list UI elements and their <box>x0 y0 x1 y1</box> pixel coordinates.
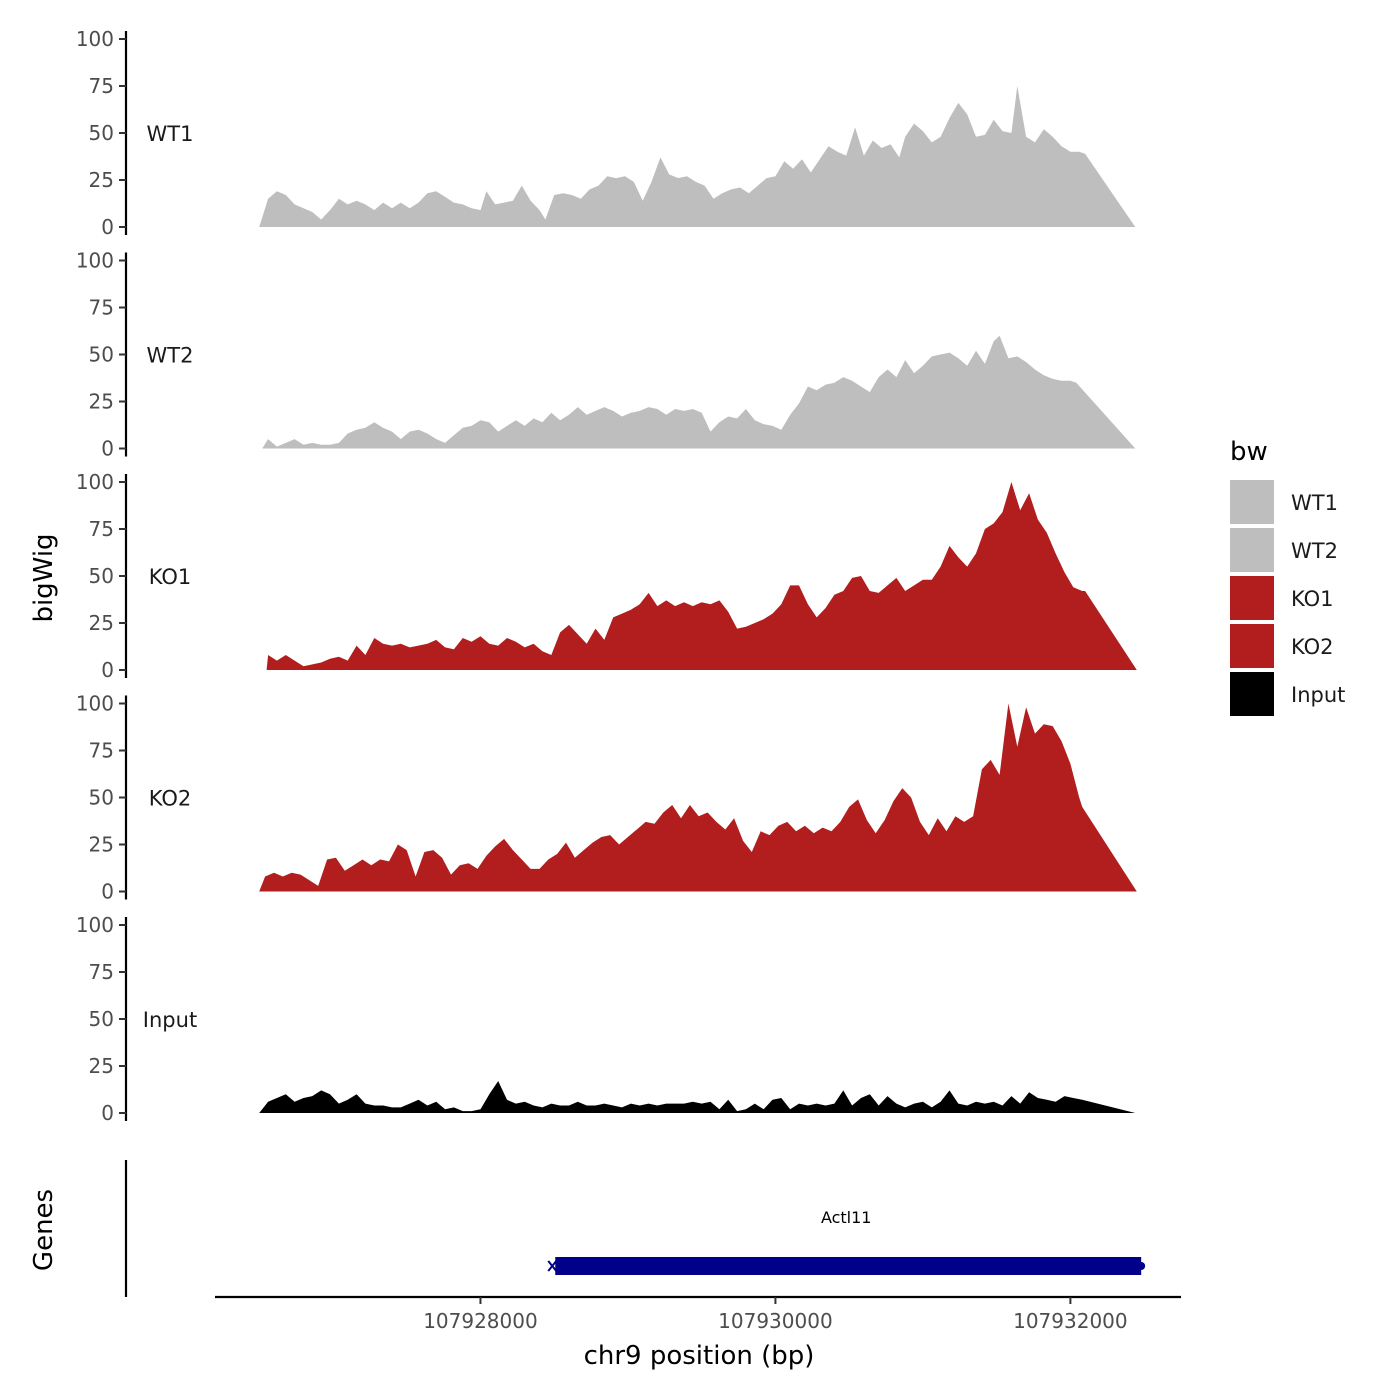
coverage-area-wt2 <box>262 335 1136 449</box>
y-tick-label: 0 <box>101 215 114 239</box>
track-label-ko1: KO1 <box>149 565 192 589</box>
gene-end-mark <box>1137 1262 1146 1270</box>
coverage-area-ko1 <box>266 482 1137 670</box>
y-tick-label: 75 <box>89 296 114 320</box>
y-tick-label: 100 <box>76 692 114 716</box>
y-tick-label: 100 <box>76 913 114 937</box>
track-panel-ko1: 0 25 50 75 100 KO1 <box>76 470 1137 682</box>
genes-layer: Actl11 <box>124 1160 1146 1297</box>
tracks-layer: 0255075100WT10255075100WT20255075100KO10… <box>76 27 1137 1125</box>
y-tick-label: 0 <box>101 658 114 682</box>
coverage-area-wt1 <box>259 86 1136 227</box>
y-tick-label: 25 <box>89 168 114 192</box>
gene-actl11: Actl11 <box>547 1208 1146 1275</box>
legend-label: KO2 <box>1291 635 1334 659</box>
legend: WT1 WT2 KO1 KO2 Input <box>1230 480 1345 716</box>
legend-swatch <box>1230 624 1274 668</box>
y-tick-label: 25 <box>89 390 114 414</box>
y-tick-label: 75 <box>89 517 114 541</box>
y-tick-label: 100 <box>76 249 114 273</box>
x-axis-title: chr9 position (bp) <box>584 1341 815 1371</box>
legend-swatch <box>1230 576 1274 620</box>
legend-item-input: Input <box>1230 672 1345 716</box>
y-tick-label: 75 <box>89 739 114 763</box>
y-tick-label: 50 <box>89 564 114 588</box>
legend-swatch <box>1230 672 1274 716</box>
legend-label: WT1 <box>1291 491 1338 515</box>
y-tick-label: 25 <box>89 611 114 635</box>
y-tick-label: 75 <box>89 74 114 98</box>
y-tick-label: 100 <box>76 470 114 494</box>
track-panel-wt2: 0 25 50 75 100 WT2 <box>76 249 1136 461</box>
legend-item-wt1: WT1 <box>1230 480 1338 524</box>
coverage-area-input <box>259 1081 1136 1113</box>
y-tick-label: 50 <box>89 121 114 145</box>
y-tick-label: 50 <box>89 1007 114 1031</box>
track-panel-ko2: 0 25 50 75 100 KO2 <box>76 692 1137 904</box>
legend-item-ko2: KO2 <box>1230 624 1334 668</box>
legend-label: Input <box>1291 683 1345 707</box>
track-panel-wt1: 0 25 50 75 100 WT1 <box>76 27 1136 239</box>
y-tick-label: 25 <box>89 1054 114 1078</box>
y-tick-label: 50 <box>89 343 114 367</box>
y-tick-label: 75 <box>89 960 114 984</box>
y-tick-label: 0 <box>101 1101 114 1125</box>
gene-start-mark <box>547 1260 558 1272</box>
legend-item-ko1: KO1 <box>1230 576 1334 620</box>
track-label-ko2: KO2 <box>149 787 192 811</box>
y-tick-label: 25 <box>89 833 114 857</box>
track-label-input: Input <box>143 1008 197 1032</box>
legend-item-wt2: WT2 <box>1230 528 1338 572</box>
y-tick-label: 0 <box>101 437 114 461</box>
track-label-wt1: WT1 <box>147 122 194 146</box>
legend-swatch <box>1230 480 1274 524</box>
x-tick-label: 107930000 <box>718 1309 833 1333</box>
track-panel-input: 0 25 50 75 100 Input <box>76 913 1136 1125</box>
genes-axis-title: Genes <box>29 1189 59 1271</box>
x-tick-label: 107928000 <box>423 1309 538 1333</box>
y-axis-title: bigWig <box>29 533 59 622</box>
legend-swatch <box>1230 528 1274 572</box>
x-tick-label: 107932000 <box>1013 1309 1128 1333</box>
coverage-area-ko2 <box>259 703 1137 892</box>
y-tick-label: 100 <box>76 27 114 51</box>
legend-title: bw <box>1230 437 1268 467</box>
track-label-wt2: WT2 <box>147 344 194 368</box>
gene-body <box>555 1257 1142 1275</box>
y-tick-label: 0 <box>101 880 114 904</box>
x-axis: 107928000 107930000 107932000 <box>215 1295 1181 1333</box>
gene-label: Actl11 <box>821 1208 872 1227</box>
y-tick-label: 50 <box>89 786 114 810</box>
legend-label: WT2 <box>1291 539 1338 563</box>
legend-label: KO1 <box>1291 587 1334 611</box>
